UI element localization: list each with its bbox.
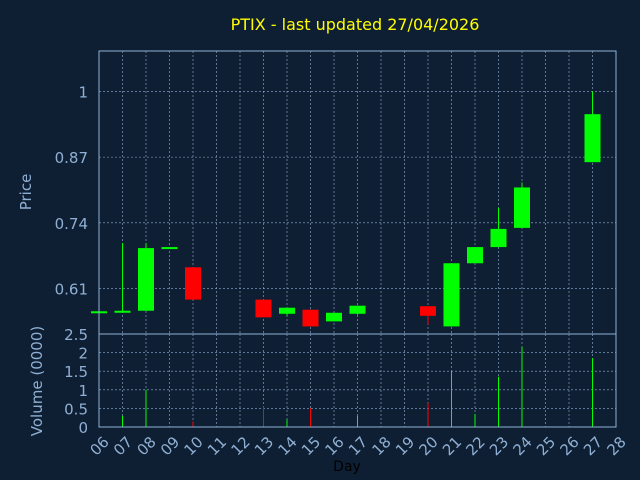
candle-body: [349, 305, 366, 314]
chart-title: PTIX - last updated 27/04/2026: [231, 15, 480, 34]
day-tick-label: 20: [416, 433, 442, 459]
volume-grid: [98, 334, 617, 427]
candle-body: [138, 248, 154, 311]
price-tick-label: 1: [78, 83, 88, 101]
day-tick-label: 26: [557, 433, 583, 459]
candle-body: [326, 312, 342, 322]
day-tick-label: 07: [110, 433, 136, 459]
volume-tick-label: 2: [78, 345, 88, 363]
day-tick-label: 08: [134, 433, 160, 459]
price-tick-label: 0.74: [55, 215, 88, 233]
volume-bars: [122, 347, 593, 427]
day-tick-label: 22: [463, 433, 489, 459]
price-tick-label: 0.61: [55, 281, 88, 299]
volume-tick-label: 0: [78, 419, 88, 437]
candle-body: [114, 310, 131, 313]
day-tick-label: 28: [604, 433, 630, 459]
x-axis-label: Day: [333, 459, 361, 475]
day-tick-label: 15: [298, 433, 324, 459]
day-tick-label: 17: [345, 433, 371, 459]
day-tick-label: 16: [322, 433, 348, 459]
volume-tick-label: 1: [78, 382, 88, 400]
day-tick-label: 13: [251, 433, 277, 459]
candle-body: [584, 114, 601, 163]
volume-tick-label: 0.5: [64, 400, 88, 418]
day-tick-label: 09: [157, 433, 183, 459]
candle-body: [467, 247, 483, 264]
day-tick-label: 12: [228, 433, 254, 459]
day-tick-label: 14: [275, 433, 301, 459]
candlesticks: [91, 91, 601, 327]
price-grid: [98, 51, 617, 334]
candle-body: [161, 247, 178, 250]
price-tick-label: 0.87: [55, 149, 88, 167]
candle-body: [255, 299, 272, 318]
volume-tick-label: 1.5: [64, 363, 88, 381]
day-tick-label: 19: [392, 433, 418, 459]
day-tick-label: 24: [510, 433, 536, 459]
volume-tick-label: 2.5: [64, 326, 88, 344]
price-axis-label: Price: [17, 174, 35, 211]
volume-tick-labels: 00.511.522.5: [64, 326, 88, 437]
volume-axis-label: Volume (0000): [28, 326, 46, 436]
day-tick-label: 21: [439, 433, 465, 459]
day-tick-label: 11: [204, 433, 230, 459]
candle-body: [279, 307, 295, 314]
price-tick-labels: 0.61 0.74 0.87 1: [55, 83, 88, 298]
candle-body: [185, 267, 201, 300]
day-tick-label: 10: [181, 433, 207, 459]
day-tick-label: 23: [486, 433, 512, 459]
volume-panel-frame: [98, 333, 617, 428]
candle-body: [420, 306, 436, 316]
day-tick-label: 27: [580, 433, 606, 459]
day-tick-label: 06: [87, 433, 113, 459]
candle-body: [443, 263, 460, 327]
candle-body: [514, 187, 530, 228]
day-tick-label: 18: [369, 433, 395, 459]
candle-body: [490, 228, 507, 248]
day-tick-labels: 0607080910111213141516171819202122232425…: [87, 433, 630, 459]
day-tick-label: 25: [533, 433, 559, 459]
candle-body: [302, 309, 319, 327]
